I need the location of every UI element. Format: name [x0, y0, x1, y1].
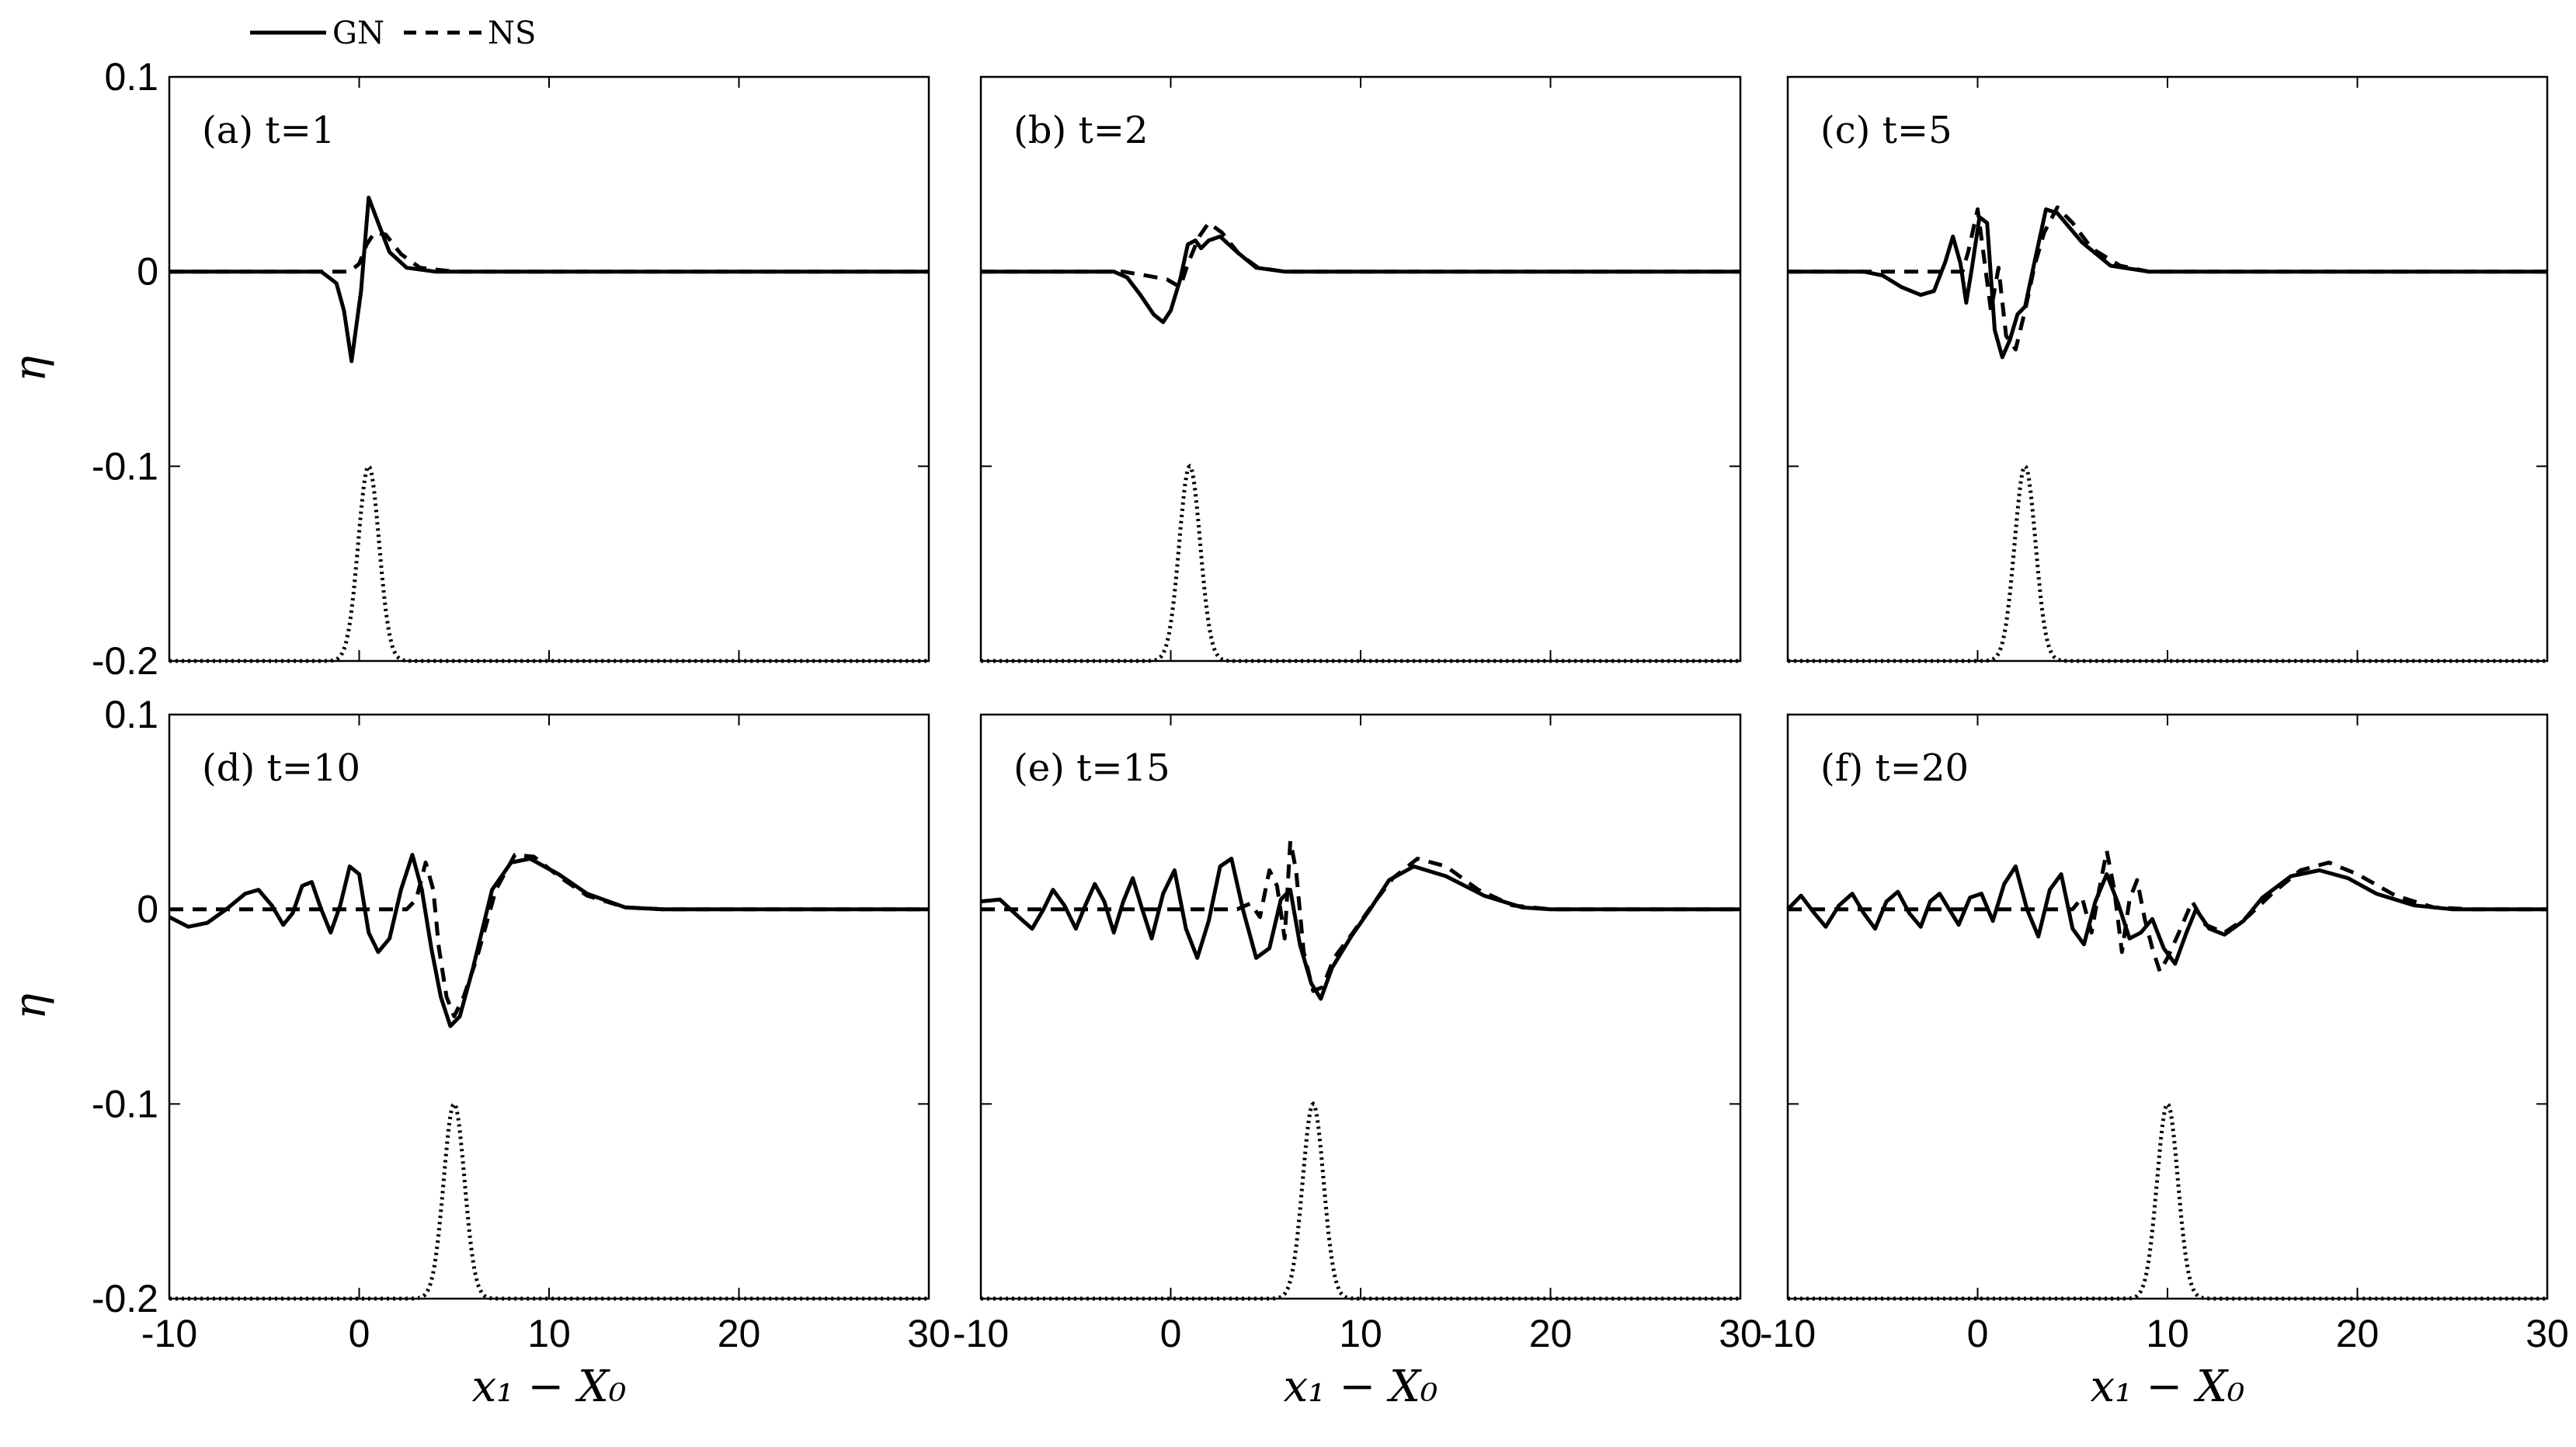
panel-label: (a) t=1 [202, 109, 335, 152]
y-tick-label: -0.1 [92, 444, 158, 488]
y-tick-label: 0.1 [104, 55, 158, 99]
y-tick-label: 0 [137, 250, 158, 294]
x-tick-label: 20 [2336, 1312, 2380, 1355]
x-tick-label: 10 [2146, 1312, 2189, 1355]
x-tick-label: 30 [2526, 1312, 2569, 1355]
x-tick-label: 30 [1719, 1312, 1762, 1355]
x-tick-label: -10 [953, 1312, 1009, 1355]
x-tick-label: -10 [1760, 1312, 1816, 1355]
x-tick-label: 0 [349, 1312, 370, 1355]
panel-label: (d) t=10 [202, 746, 360, 790]
x-tick-label: 20 [1529, 1312, 1573, 1355]
x-axis-label: x₁ − X₀ [472, 1362, 627, 1412]
panel-a: 0.1 0 -0.1 -0.2 (a) t=1 η [5, 55, 930, 683]
panel-label: (b) t=2 [1013, 109, 1148, 152]
ns-series-line [1788, 205, 2547, 352]
panel-frame [168, 75, 930, 663]
panel-frame [1786, 713, 2549, 1300]
x-tick-label: 0 [1967, 1312, 1989, 1355]
legend-ns-label: NS [488, 16, 536, 51]
gn-series-line [981, 235, 1740, 325]
y-tick-label: -0.2 [92, 639, 158, 683]
panel-frame [979, 75, 1742, 663]
x-axis-label: x₁ − X₀ [1284, 1362, 1438, 1412]
bathymetry-curve [169, 463, 929, 663]
y-tick-label: -0.1 [92, 1082, 158, 1125]
bathymetry-curve [981, 463, 1740, 663]
y-axis-label: η [5, 356, 56, 382]
x-axis-label: x₁ − X₀ [2091, 1362, 2245, 1412]
panel-e: -10 0 10 20 30 (e) t=15 x₁ − X₀ [953, 713, 1762, 1412]
x-tick-label: 30 [907, 1312, 951, 1355]
panel-label: (e) t=15 [1013, 746, 1170, 790]
y-tick-label: 0 [137, 888, 158, 931]
bathymetry-curve [981, 1101, 1740, 1301]
y-tick-label: -0.2 [92, 1277, 158, 1320]
bathymetry-curve [1788, 463, 2547, 663]
panel-frame [979, 713, 1742, 1300]
x-tick-label: 0 [1160, 1312, 1182, 1355]
legend: GN NS [250, 16, 536, 51]
gn-series-line [980, 857, 1740, 1001]
bathymetry-curve [169, 1101, 929, 1301]
ns-series-line [1788, 849, 2547, 974]
panel-frame [1786, 75, 2549, 663]
y-axis-label: η [5, 993, 56, 1020]
panel-c: (c) t=5 [1786, 75, 2549, 663]
panel-f: -10 0 10 20 30 (f) t=20 x₁ − X₀ [1760, 713, 2569, 1412]
x-tick-label: 10 [1339, 1312, 1382, 1355]
ns-series-line [981, 839, 1740, 993]
panels: 0.1 0 -0.1 -0.2 (a) t=1 η (b) t=2 (c) t=5 -10 0 10… [5, 55, 2569, 1412]
gn-series-line [1788, 207, 2547, 360]
gn-series-line [169, 195, 929, 363]
panel-b: (b) t=2 [979, 75, 1742, 663]
legend-gn-label: GN [332, 16, 384, 51]
panel-frame [168, 713, 930, 1300]
panel-label: (f) t=20 [1820, 746, 1969, 790]
x-tick-label: 20 [718, 1312, 761, 1355]
x-tick-label: -10 [141, 1312, 197, 1355]
gn-series-line [1786, 864, 2547, 966]
panel-label: (c) t=5 [1820, 109, 1952, 152]
bathymetry-curve [1788, 1101, 2547, 1301]
y-tick-label: 0.1 [104, 693, 158, 736]
gn-series-line [168, 853, 929, 1028]
x-tick-label: 10 [527, 1312, 571, 1355]
panel-d: -10 0 10 20 30 0.1 0 -0.1 -0.2 (d) t=10 η x₁ − X₀ [5, 693, 951, 1412]
